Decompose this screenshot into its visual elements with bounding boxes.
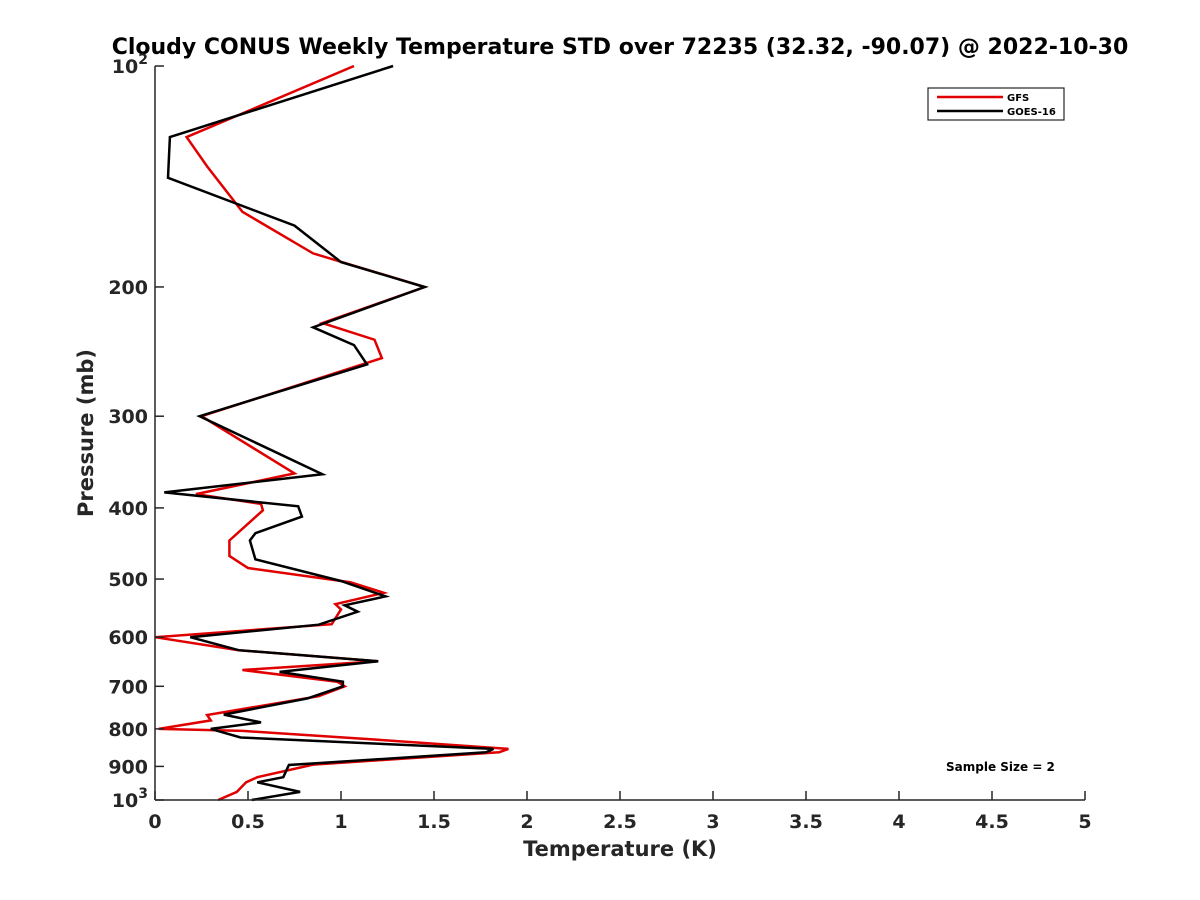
- y-tick-label: 102: [112, 52, 148, 78]
- y-tick-label: 900: [108, 756, 148, 778]
- y-tick-label: 400: [108, 498, 148, 520]
- chart-title: Cloudy CONUS Weekly Temperature STD over…: [112, 35, 1129, 60]
- x-tick-label: 3.5: [789, 811, 823, 833]
- plot-area: [155, 66, 1085, 800]
- x-axis-label: Temperature (K): [523, 837, 717, 861]
- x-tick-label: 0: [148, 811, 161, 833]
- x-tick-label: 1: [334, 811, 347, 833]
- x-tick-label: 3: [706, 811, 719, 833]
- legend: GFS GOES-16: [927, 87, 1065, 121]
- legend-box: [927, 87, 1065, 121]
- x-tick-label: 2: [520, 811, 533, 833]
- x-tick-label: 4.5: [975, 811, 1009, 833]
- series-line-gfs: [154, 64, 509, 802]
- x-tick-label: 4: [892, 811, 905, 833]
- x-tick-label: 1.5: [417, 811, 451, 833]
- x-tick-label: 5: [1078, 811, 1091, 833]
- y-tick-label: 800: [108, 719, 148, 741]
- series-line-goes-16: [164, 64, 495, 802]
- y-tick-label: 500: [108, 569, 148, 591]
- y-tick-label: 600: [108, 627, 148, 649]
- sample-size-annotation: Sample Size = 2: [946, 760, 1055, 774]
- y-tick-label: 700: [108, 676, 148, 698]
- y-tick-label: 300: [108, 406, 148, 428]
- legend-label-gfs: GFS: [1007, 93, 1029, 104]
- series-layer: [154, 64, 509, 802]
- x-axis-ticks: 0 0.5 1 1.5 2 2.5 3 3.5 4 4.5 5: [148, 791, 1092, 833]
- y-tick-label: 200: [108, 277, 148, 299]
- x-tick-label: 0.5: [231, 811, 265, 833]
- y-tick-label: 103: [112, 786, 148, 812]
- y-axis-label: Pressure (mb): [74, 349, 98, 517]
- legend-label-goes-16: GOES-16: [1007, 107, 1056, 118]
- x-tick-label: 2.5: [603, 811, 637, 833]
- y-axis-ticks: 102 200 300 400 500 600 700 800 900 103: [108, 52, 164, 812]
